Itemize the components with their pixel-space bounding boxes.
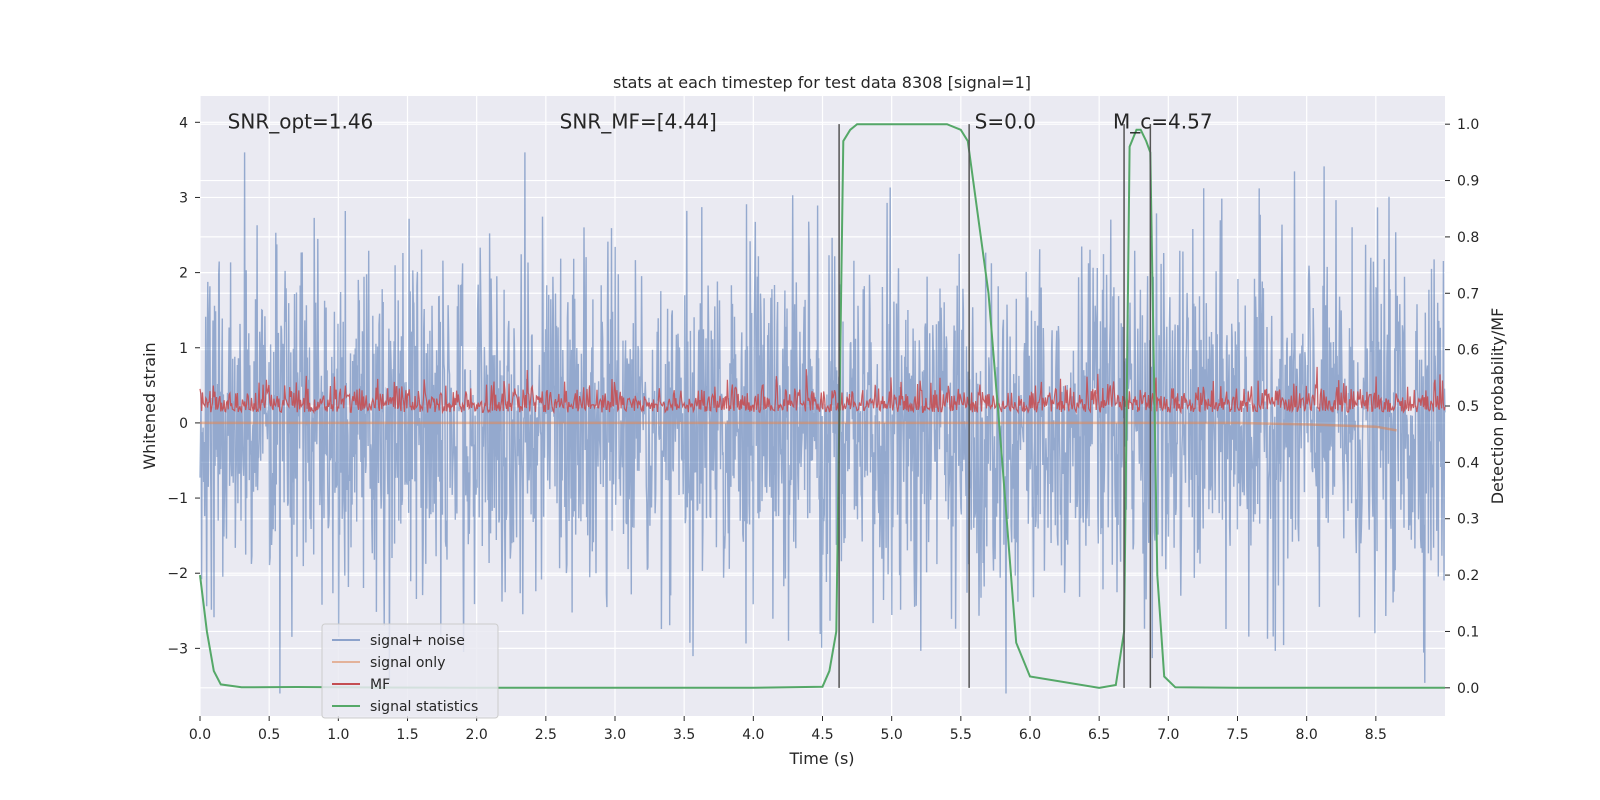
y-left-tick-label: 1 [179, 341, 188, 357]
series-mf [199, 366, 1446, 415]
legend-entry: signal+ noise [370, 633, 465, 649]
x-tick-label: 7.5 [1226, 727, 1248, 743]
y-left-tick-label: 2 [179, 266, 188, 282]
x-tick-label: 8.5 [1365, 727, 1387, 743]
x-tick-label: 4.5 [811, 727, 833, 743]
x-tick-label: 6.5 [1088, 727, 1110, 743]
x-tick-label: 6.0 [1019, 727, 1041, 743]
y-axis-left-label: Whitened strain [140, 342, 159, 469]
series-signal-noise [199, 152, 1446, 694]
x-tick-label: 5.0 [881, 727, 903, 743]
y-left-tick-label: 0 [179, 416, 188, 432]
y-left-tick-label: −3 [167, 641, 188, 657]
y-right-tick-label: 0.7 [1457, 286, 1479, 302]
y-right-tick-label: 0.5 [1457, 399, 1479, 415]
x-tick-label: 2.0 [466, 727, 488, 743]
x-tick-label: 8.0 [1296, 727, 1318, 743]
y-left-tick-label: −2 [167, 566, 188, 582]
x-tick-label: 2.5 [535, 727, 557, 743]
y-right-tick-label: 0.3 [1457, 512, 1479, 528]
annotation-text: SNR_opt=1.46 [228, 109, 374, 133]
legend-entry: MF [370, 677, 390, 693]
y-right-tick-label: 0.6 [1457, 343, 1479, 359]
y-left-tick-label: 4 [179, 115, 188, 131]
x-tick-label: 1.0 [327, 727, 349, 743]
annotation-text: SNR_MF=[4.44] [560, 109, 717, 133]
y-left-tick-label: −1 [167, 491, 188, 507]
y-left-tick-label: 3 [179, 190, 188, 206]
x-tick-label: 3.0 [604, 727, 626, 743]
y-right-tick-label: 1.0 [1457, 117, 1479, 133]
x-tick-label: 0.0 [189, 727, 211, 743]
y-right-tick-label: 0.0 [1457, 681, 1479, 697]
axes: 0.0 0.5 1.0 1.5 2.0 2.5 3.0 3.5 4.0 4.5 5.0 5.5 6.0 6… [167, 115, 1479, 743]
legend-entry: signal statistics [370, 699, 478, 715]
y-right-tick-label: 0.9 [1457, 174, 1479, 190]
chart-title: stats at each timestep for test data 830… [613, 73, 1031, 92]
vertical-markers [838, 124, 1152, 688]
legend-entry: signal only [370, 655, 445, 671]
x-tick-label: 7.0 [1157, 727, 1179, 743]
x-tick-label: 3.5 [673, 727, 695, 743]
legend-box [321, 623, 499, 719]
annotation-text: S=0.0 [975, 109, 1036, 133]
series-signal-only [200, 421, 1397, 432]
y-right-tick-label: 0.4 [1457, 455, 1479, 471]
annotations: SNR_opt=1.46 SNR_MF=[4.44] S=0.0 M_c=4.57 [228, 109, 1213, 133]
y-axis-right-label: Detection probability/MF [1488, 308, 1507, 505]
y-right-tick-label: 0.2 [1457, 568, 1479, 584]
y-right-tick-label: 0.1 [1457, 624, 1479, 640]
x-tick-label: 0.5 [258, 727, 280, 743]
x-tick-label: 5.5 [950, 727, 972, 743]
annotation-text: M_c=4.57 [1113, 109, 1213, 133]
legend: signal+ noise signal only MF signal statist… [321, 623, 499, 719]
y-right-tick-label: 0.8 [1457, 230, 1479, 246]
x-axis-label: Time (s) [788, 749, 854, 768]
x-tick-label: 1.5 [396, 727, 418, 743]
x-tick-label: 4.0 [742, 727, 764, 743]
